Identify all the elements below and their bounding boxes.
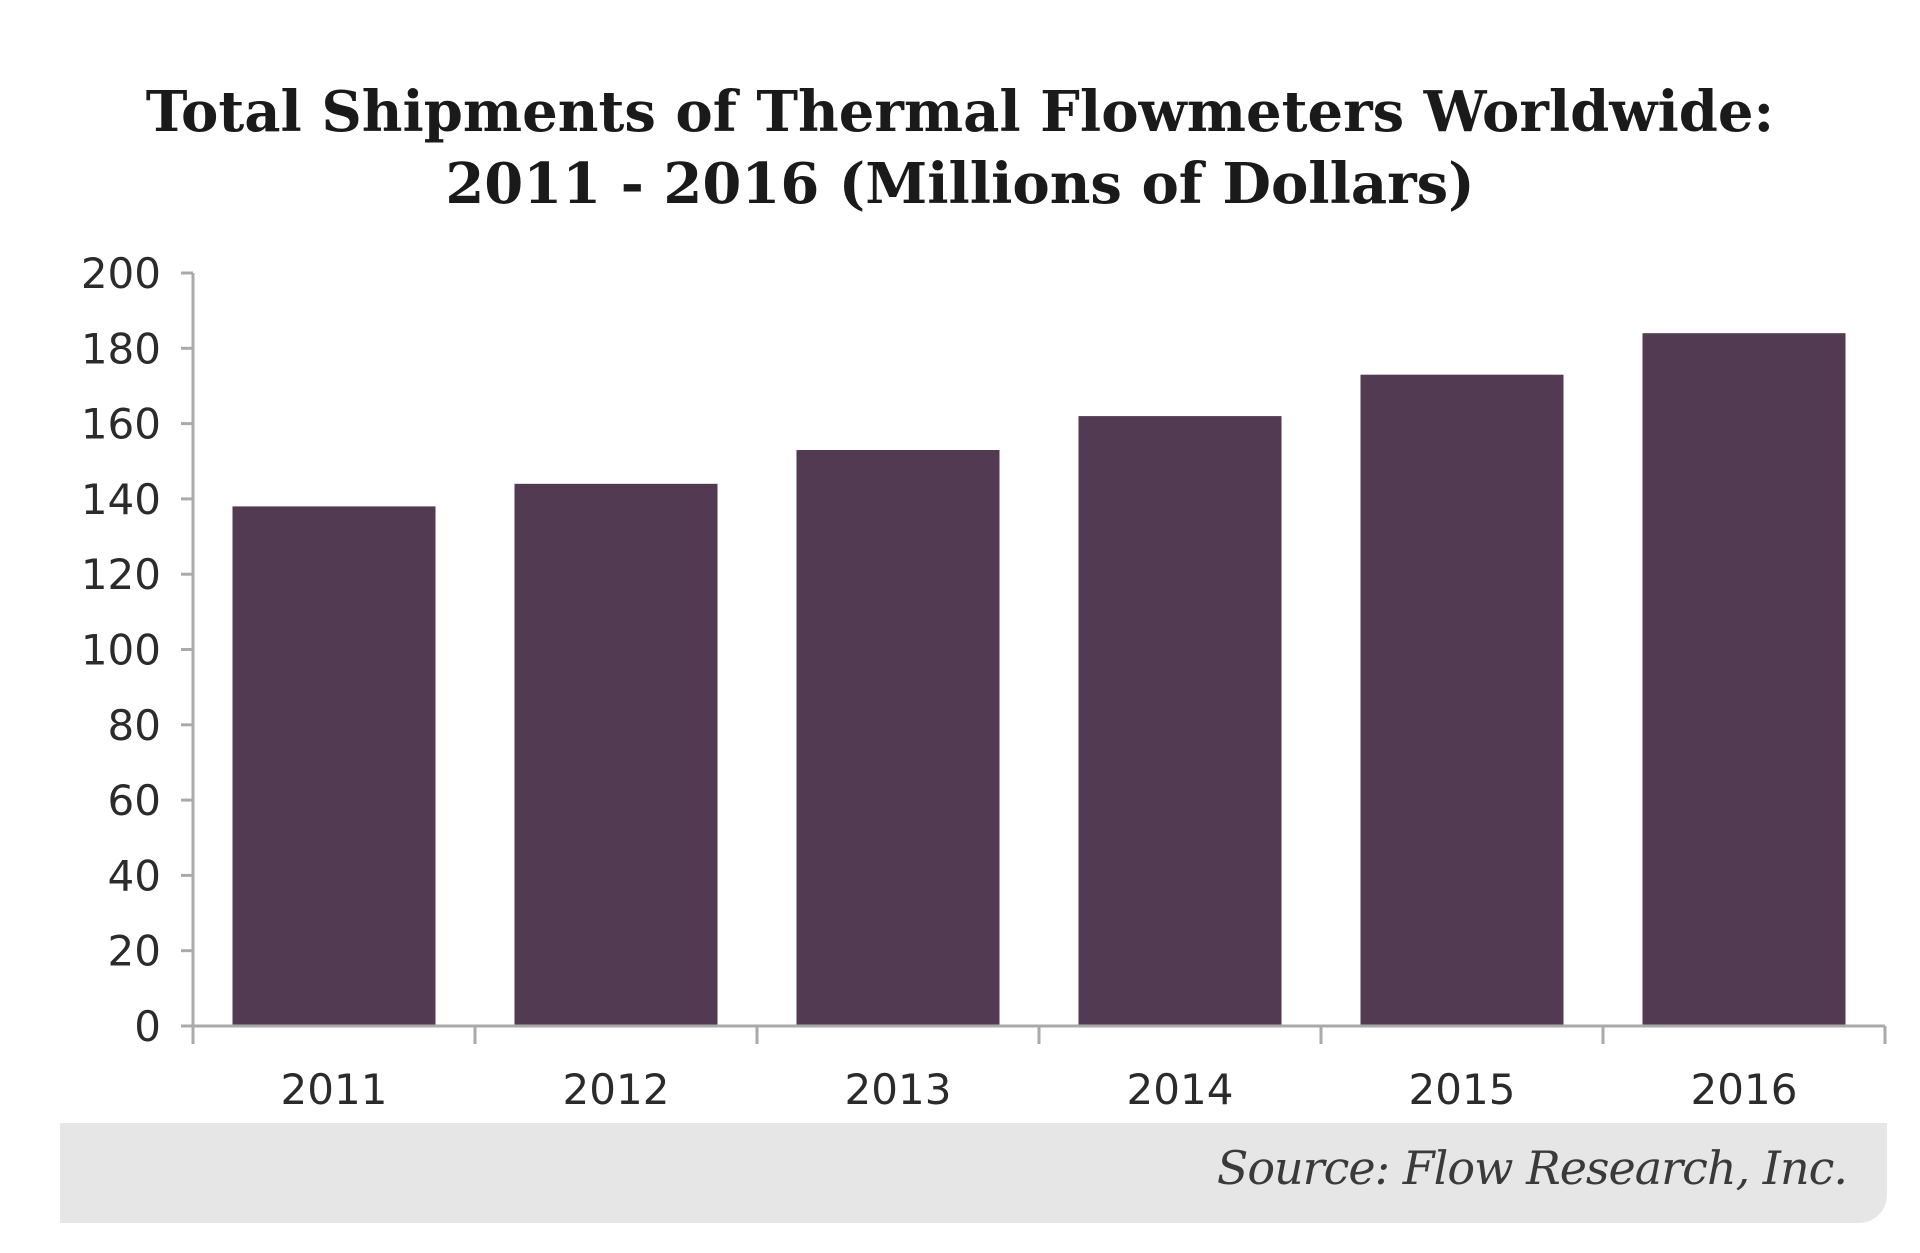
x-tick-label-2015: 2015: [1409, 1065, 1516, 1114]
x-tick-label-2014: 2014: [1127, 1065, 1234, 1114]
bar-2013: [796, 450, 1000, 1026]
x-tick-label-2012: 2012: [563, 1065, 670, 1114]
chart-title: Total Shipments of Thermal Flowmeters Wo…: [0, 76, 1920, 220]
source-footer: Source: Flow Research, Inc.: [60, 1123, 1887, 1223]
bar-2016: [1642, 333, 1846, 1026]
x-tick-label-2013: 2013: [845, 1065, 952, 1114]
bars-group: [232, 333, 1846, 1027]
chart-title-line-1: Total Shipments of Thermal Flowmeters Wo…: [145, 79, 1775, 145]
x-axis: 2011 2012 2013 2014 2015 2016: [191, 1024, 1887, 1114]
bar-2015: [1360, 374, 1564, 1026]
source-text: Source: Flow Research, Inc.: [1216, 1141, 1848, 1195]
y-tick-label-20: 20: [108, 927, 161, 976]
y-tick-label-120: 120: [81, 550, 161, 599]
bar-2012: [514, 483, 718, 1026]
x-tick-label-2016: 2016: [1691, 1065, 1798, 1114]
bar-2011: [232, 506, 436, 1026]
y-tick-label-180: 180: [81, 324, 161, 373]
y-tick-label-200: 200: [81, 249, 161, 298]
y-tick-label-0: 0: [134, 1002, 161, 1051]
y-tick-label-140: 140: [81, 475, 161, 524]
x-tick-label-2011: 2011: [281, 1065, 388, 1114]
y-axis: 0 20 40 60 80 100 120 140 160 180 200: [81, 249, 195, 1051]
y-tick-label-80: 80: [108, 701, 161, 750]
chart-title-line-2: 2011 - 2016 (Millions of Dollars): [445, 151, 1475, 217]
y-tick-label-60: 60: [108, 776, 161, 825]
y-tick-label-40: 40: [108, 851, 161, 900]
bar-2014: [1078, 416, 1282, 1027]
y-tick-label-160: 160: [81, 400, 161, 449]
y-tick-label-100: 100: [81, 626, 161, 675]
